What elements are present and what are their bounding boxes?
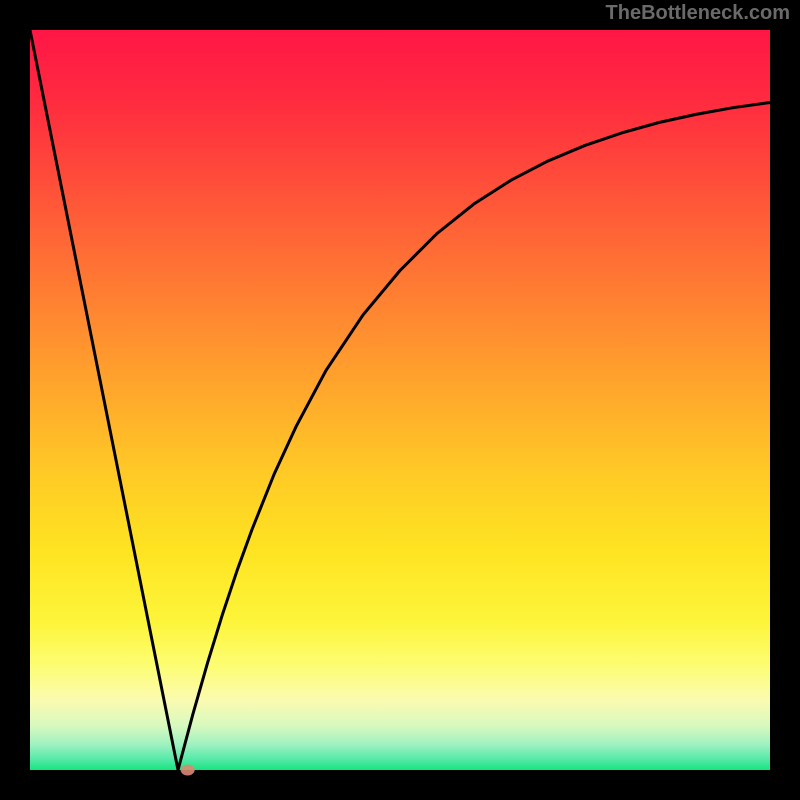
optimum-marker [181, 765, 195, 776]
chart-plot-background [30, 30, 770, 770]
attribution-label: TheBottleneck.com [606, 2, 790, 25]
chart-root: TheBottleneck.com [0, 0, 800, 800]
bottleneck-chart [0, 0, 800, 800]
